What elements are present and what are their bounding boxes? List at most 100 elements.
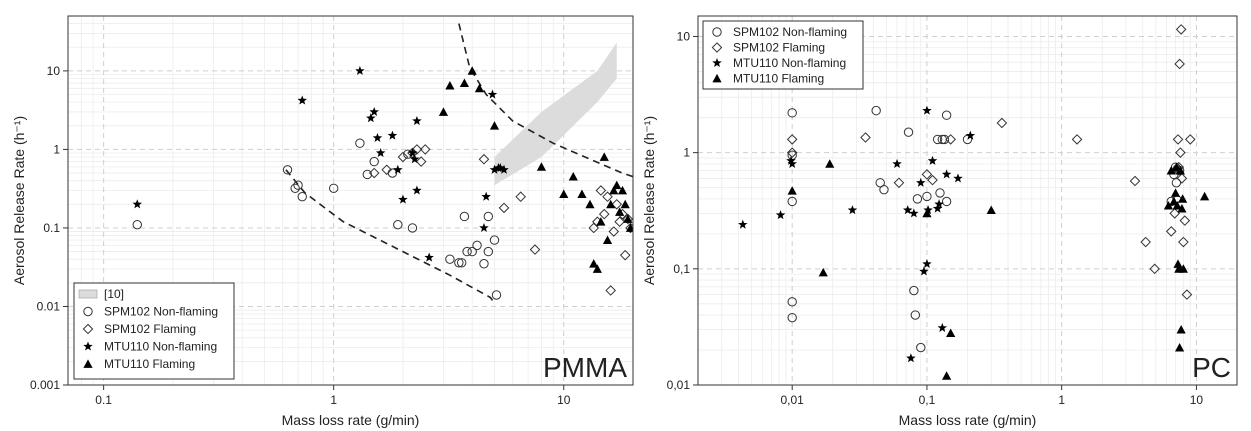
panel-1-point-diamond [625, 222, 633, 234]
panel-1-legend-marker-star [83, 341, 93, 351]
panel-1-point-circle [467, 246, 477, 257]
panel-1-series-triangle [438, 66, 633, 273]
panel-1-legend-marker-circle [83, 306, 93, 317]
panel-1-point-star [424, 252, 434, 262]
panel-2-point-triangle [1170, 188, 1181, 197]
panel-1-y-tick-label: 0.01 [37, 299, 61, 313]
panel-1-point-triangle [589, 259, 599, 268]
panel-2-point-circle [912, 194, 923, 204]
panel-1-point-star [393, 164, 403, 174]
panel-1-point-star [355, 65, 365, 75]
panel-2-point-triangle [1200, 191, 1210, 201]
panel-1-point-triangle [592, 264, 602, 273]
panel-1-point-diamond [419, 144, 431, 155]
panel-2-point-triangle [1176, 324, 1186, 334]
panel-2-point-triangle [818, 267, 828, 277]
panel-2-point-diamond [1175, 147, 1186, 158]
panel-1-point-star [481, 191, 491, 201]
panel-2-point-diamond [1176, 173, 1188, 184]
panel-2-point-star [916, 177, 926, 187]
panel-2-point-diamond [860, 132, 871, 143]
panel-1-point-star [487, 89, 498, 99]
panel-2-point-triangle [1175, 342, 1185, 352]
panel-1-point-triangle [559, 189, 569, 198]
panel-1-point-triangle [438, 107, 449, 116]
panel-2-point-circle [787, 297, 797, 307]
panel-1-series-circle [132, 138, 502, 300]
panel-2-panel-label: PC [1192, 352, 1231, 383]
panel-2-point-star [738, 219, 748, 229]
panel-1-point-circle [297, 191, 307, 202]
panel-2-point-star [919, 266, 929, 276]
panel-1-point-diamond [381, 164, 393, 176]
panel-2-point-triangle [946, 328, 956, 337]
panel-2-x-tick-label: 10 [1190, 393, 1204, 407]
panel-1-point-star [409, 154, 420, 164]
panel-1-y-tick-label: 0.1 [43, 221, 60, 235]
panel-1-point-circle [132, 219, 142, 230]
panel-1-legend-label: SPM102 Non-flaming [104, 305, 218, 319]
panel-1-point-star [412, 185, 422, 195]
panel-2-point-triangle [1171, 162, 1181, 172]
panel-2-point-star [922, 105, 932, 115]
panel-1-point-circle [483, 211, 494, 222]
panel-1-point-circle [459, 211, 470, 222]
panel-2-point-triangle [1173, 259, 1183, 268]
panel-2-point-triangle [1163, 201, 1174, 210]
panel-1-point-star [495, 162, 506, 173]
panel-2-point-circle [903, 127, 914, 137]
panel-2-point-triangle [825, 159, 835, 168]
panel-2-point-diamond [1175, 24, 1187, 35]
panel-1-point-star [499, 164, 509, 174]
panel-2-point-diamond [996, 117, 1008, 129]
panel-1-point-triangle [445, 80, 455, 90]
panel-1-point-triangle [459, 78, 470, 87]
panel-2-y-tick-label: 0,1 [673, 262, 690, 276]
panel-1-point-diamond [498, 202, 510, 214]
panel-2-point-star [847, 205, 858, 215]
panel-2-point-diamond [921, 169, 933, 180]
panel-2-point-circle [787, 108, 797, 118]
panel-1-point-diamond [595, 185, 607, 196]
panel-1-legend-box [73, 282, 235, 380]
panel-1-point-circle [483, 246, 494, 257]
panel-1-point-circle [362, 169, 373, 180]
panel-1-point-triangle [602, 235, 613, 245]
panel-2-point-circle [932, 134, 943, 145]
panel-1-point-circle [407, 223, 418, 233]
panel-1-legend-label: SPM102 Flaming [104, 322, 196, 336]
panel-1-point-diamond [608, 226, 620, 237]
panel-2-point-circle [787, 312, 797, 323]
panel-2-point-diamond [1178, 236, 1189, 248]
panel-1-point-diamond [598, 208, 610, 220]
panel-2-point-diamond [1129, 175, 1141, 187]
panel-1-point-triangle [536, 162, 547, 171]
panel-1-series-star [132, 65, 509, 262]
panel-2-point-circle [910, 310, 921, 320]
panel-1-point-diamond [622, 213, 633, 225]
panel-2-point-triangle [986, 205, 996, 215]
panel-2-point-diamond [1184, 134, 1196, 145]
panel-1-plot-area [68, 16, 633, 385]
panel-1-point-circle [393, 219, 403, 230]
panel-2-point-diamond [1179, 215, 1191, 226]
panel-1-point-star [372, 132, 383, 142]
panel-2-legend-label: MTU110 Flaming [733, 72, 824, 86]
panel-2-point-diamond [1071, 134, 1083, 145]
panel-2-plot-area [698, 16, 1237, 385]
panel-1-point-diamond [368, 167, 380, 179]
panel-1-panel-label: PMMA [543, 352, 627, 383]
panel-2-point-circle [941, 196, 952, 207]
panel-1-envelope-line-1 [285, 169, 496, 304]
panel-2-legend-label: MTU110 Non-flaming [733, 56, 846, 70]
panel-1-point-triangle [489, 121, 500, 130]
panel-2-point-star [787, 158, 797, 168]
panel-1-legend-label: [10] [104, 287, 124, 301]
panel-1-point-diamond [619, 249, 631, 261]
panel-2-point-diamond [786, 147, 798, 158]
panel-1-point-circle [328, 183, 339, 193]
panel-2-point-diamond [1181, 289, 1193, 300]
panel-1-y-tick-label: 10 [47, 64, 61, 78]
panel-2-series-triangle [787, 159, 1210, 380]
